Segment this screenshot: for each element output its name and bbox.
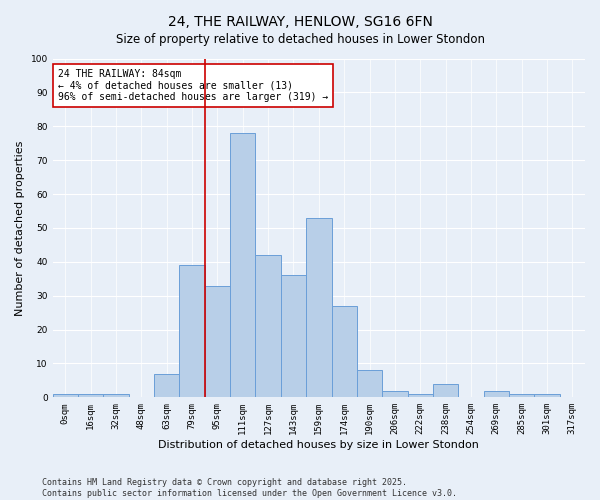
Bar	[281, 276, 306, 398]
Bar	[205, 286, 230, 398]
Bar	[256, 255, 281, 398]
Bar	[103, 394, 129, 398]
Bar	[433, 384, 458, 398]
Text: Size of property relative to detached houses in Lower Stondon: Size of property relative to detached ho…	[115, 32, 485, 46]
Bar	[484, 390, 509, 398]
Y-axis label: Number of detached properties: Number of detached properties	[15, 140, 25, 316]
Bar	[53, 394, 78, 398]
Text: 24 THE RAILWAY: 84sqm
← 4% of detached houses are smaller (13)
96% of semi-detac: 24 THE RAILWAY: 84sqm ← 4% of detached h…	[58, 68, 328, 102]
Bar	[407, 394, 433, 398]
Bar	[154, 374, 179, 398]
Bar	[357, 370, 382, 398]
Bar	[230, 133, 256, 398]
Bar	[306, 218, 332, 398]
Bar	[78, 394, 103, 398]
Text: 24, THE RAILWAY, HENLOW, SG16 6FN: 24, THE RAILWAY, HENLOW, SG16 6FN	[167, 15, 433, 29]
Bar	[332, 306, 357, 398]
X-axis label: Distribution of detached houses by size in Lower Stondon: Distribution of detached houses by size …	[158, 440, 479, 450]
Bar	[382, 390, 407, 398]
Text: Contains HM Land Registry data © Crown copyright and database right 2025.
Contai: Contains HM Land Registry data © Crown c…	[42, 478, 457, 498]
Bar	[509, 394, 535, 398]
Bar	[179, 265, 205, 398]
Bar	[535, 394, 560, 398]
